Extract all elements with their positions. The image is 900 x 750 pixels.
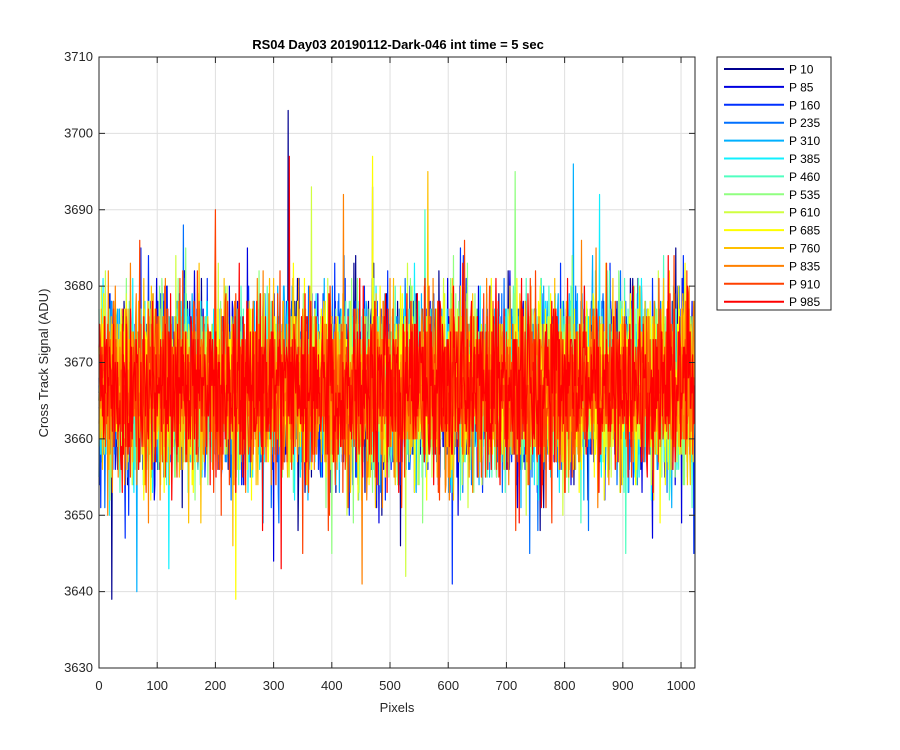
- x-tick-label: 700: [496, 678, 518, 693]
- series-lines: [98, 109, 696, 600]
- y-axis-label: Cross Track Signal (ADU): [36, 289, 51, 438]
- legend-label: P 10: [789, 63, 814, 77]
- legend-label: P 160: [789, 98, 820, 112]
- x-axis-label: Pixels: [380, 700, 415, 715]
- legend-label: P 910: [789, 277, 820, 291]
- legend-label: P 760: [789, 242, 820, 256]
- legend-label: P 235: [789, 116, 820, 130]
- chart-title: RS04 Day03 20190112-Dark-046 int time = …: [252, 37, 544, 52]
- y-tick-label: 3680: [64, 278, 93, 293]
- x-tick-label: 500: [379, 678, 401, 693]
- ticks: 0 100 200 300 400 500 600 700 800 900 1000 3630 3640…: [64, 49, 695, 693]
- legend-label: P 685: [789, 224, 820, 238]
- y-tick-label: 3670: [64, 355, 93, 370]
- x-tick-label: 100: [146, 678, 168, 693]
- y-tick-label: 3700: [64, 125, 93, 140]
- y-tick-label: 3660: [64, 431, 93, 446]
- x-tick-label: 400: [321, 678, 343, 693]
- x-tick-label: 900: [612, 678, 634, 693]
- y-tick-label: 3690: [64, 202, 93, 217]
- legend-label: P 385: [789, 152, 820, 166]
- series-line: [98, 155, 696, 570]
- legend-box: [716, 56, 832, 311]
- legend-items: P 10 P 85 P 160 P 235 P 310 P 385 P 460 P 535 P …: [724, 63, 820, 309]
- y-tick-label: 3650: [64, 507, 93, 522]
- x-tick-label: 1000: [667, 678, 696, 693]
- legend: P 10 P 85 P 160 P 235 P 310 P 385 P 460 P 535 P …: [716, 56, 832, 311]
- x-tick-label: 200: [205, 678, 227, 693]
- y-tick-label: 3710: [64, 49, 93, 64]
- legend-label: P 85: [789, 80, 814, 94]
- x-tick-label: 0: [95, 678, 102, 693]
- x-tick-label: 800: [554, 678, 576, 693]
- legend-label: P 835: [789, 259, 820, 273]
- legend-label: P 985: [789, 295, 820, 309]
- y-tick-label: 3640: [64, 584, 93, 599]
- x-tick-label: 300: [263, 678, 285, 693]
- legend-label: P 310: [789, 134, 820, 148]
- legend-label: P 610: [789, 206, 820, 220]
- y-tick-label: 3630: [64, 660, 93, 675]
- legend-label: P 535: [789, 188, 820, 202]
- legend-label: P 460: [789, 170, 820, 184]
- plot-area: 0 100 200 300 400 500 600 700 800 900 1000 3630 3640…: [64, 49, 696, 693]
- x-tick-label: 600: [437, 678, 459, 693]
